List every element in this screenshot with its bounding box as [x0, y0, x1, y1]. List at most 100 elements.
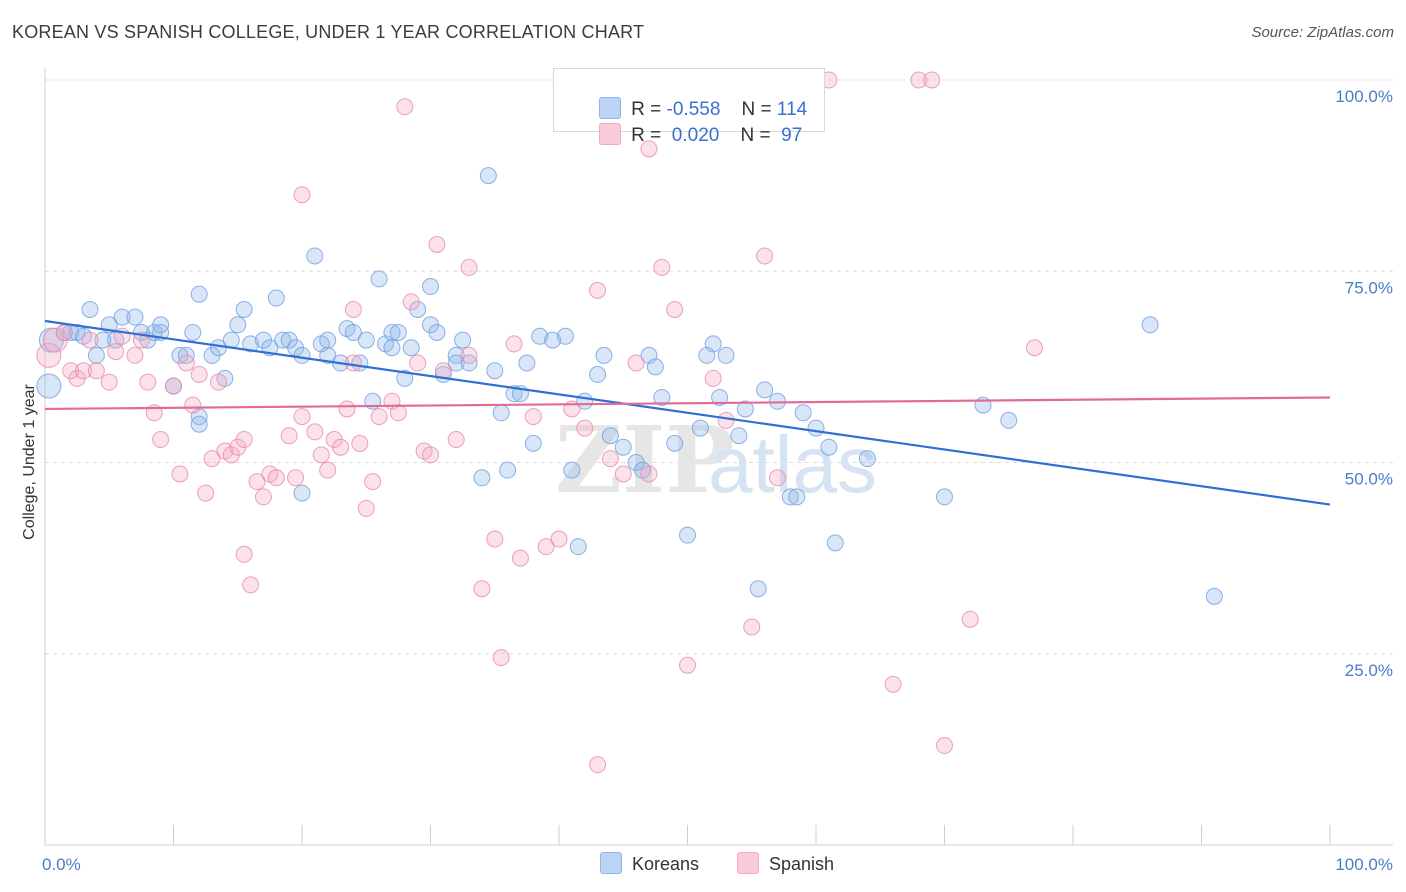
- spanish-point-22: [203, 450, 221, 468]
- koreans-point-56: [402, 339, 420, 357]
- koreans-point-106: [820, 438, 838, 456]
- koreans-n-value: 114: [776, 99, 808, 120]
- spanish-point-66: [511, 549, 529, 567]
- koreans-point-11: [113, 308, 131, 326]
- legend-row-koreans: R = -0.558 N = 114: [578, 75, 807, 120]
- spanish-point-33: [267, 469, 285, 487]
- koreans-point-94: [704, 335, 722, 353]
- koreans-point-104: [794, 404, 812, 422]
- koreans-point-107: [826, 534, 844, 552]
- spanish-point-38: [306, 423, 324, 441]
- spanish-point-62: [473, 580, 491, 598]
- spanish-point-36: [293, 186, 311, 204]
- correlation-legend: R = -0.558 N = 114 R = 0.020 N = 97: [553, 68, 825, 146]
- spanish-point-28: [235, 545, 253, 563]
- koreans-point-40: [306, 247, 324, 265]
- koreans-point-77: [556, 327, 574, 345]
- spanish-point-20: [190, 366, 208, 384]
- spanish-point-93: [961, 610, 979, 628]
- koreans-point-42: [319, 346, 337, 364]
- spanish-point-72: [589, 756, 607, 774]
- koreans-legend-label: Koreans: [632, 854, 700, 874]
- spanish-point-71: [576, 419, 594, 437]
- koreans-point-75: [531, 327, 549, 345]
- koreans-point-105: [807, 419, 825, 437]
- koreans-point-6: [81, 301, 99, 318]
- koreans-point-100: [756, 381, 774, 399]
- y-tick-label-0: 25.0%: [1345, 661, 1393, 680]
- spanish-point-68: [537, 538, 555, 556]
- chart-title: KOREAN VS SPANISH COLLEGE, UNDER 1 YEAR …: [12, 22, 645, 42]
- spanish-point-7: [87, 362, 105, 380]
- spanish-point-73: [589, 281, 607, 299]
- spanish-point-15: [152, 431, 170, 449]
- spanish-point-19: [184, 396, 202, 414]
- koreans-point-99: [749, 580, 767, 598]
- spanish-trend-line: [44, 396, 1331, 411]
- koreans-point-43: [319, 331, 337, 349]
- spanish-point-54: [409, 354, 427, 372]
- y-tick-label-2: 75.0%: [1345, 278, 1393, 297]
- koreans-point-79: [569, 538, 587, 556]
- spanish-point-11: [126, 346, 144, 364]
- spanish-legend-swatch: [737, 852, 759, 874]
- spanish-point-27: [235, 431, 253, 449]
- spanish-point-30: [248, 473, 266, 491]
- x-tick-label-0: 0.0%: [42, 855, 81, 874]
- koreans-point-39: [293, 484, 311, 502]
- spanish-point-90: [910, 71, 928, 89]
- spanish-point-45: [344, 301, 362, 318]
- spanish-point-0: [36, 342, 62, 368]
- koreans-point-34: [267, 289, 285, 307]
- spanish-point-31: [254, 488, 272, 506]
- koreans-points: [36, 167, 1223, 605]
- koreans-trend-line: [44, 319, 1331, 506]
- koreans-point-54: [389, 323, 407, 341]
- x-tick-label-1: 100.0%: [1335, 855, 1393, 874]
- spanish-point-67: [524, 408, 542, 426]
- koreans-r-label: R =: [631, 99, 662, 120]
- koreans-point-67: [479, 167, 497, 185]
- koreans-point-76: [544, 331, 562, 349]
- koreans-legend-swatch: [600, 852, 622, 874]
- koreans-point-96: [717, 346, 735, 364]
- koreans-point-53: [383, 339, 401, 357]
- spanish-point-60: [460, 346, 478, 364]
- spanish-point-43: [338, 400, 356, 418]
- spanish-point-63: [486, 530, 504, 548]
- spanish-point-83: [717, 411, 735, 429]
- legend-row-spanish: R = 0.020 N = 97: [578, 101, 802, 146]
- spanish-point-69: [550, 530, 568, 548]
- koreans-point-66: [473, 469, 491, 487]
- koreans-point-112: [1141, 316, 1159, 334]
- spanish-point-85: [756, 247, 774, 265]
- y-tick-label-3: 100.0%: [1335, 87, 1393, 106]
- koreans-point-7: [87, 346, 105, 364]
- koreans-point-30: [235, 301, 253, 318]
- koreans-point-12: [126, 308, 144, 326]
- spanish-point-18: [177, 354, 195, 372]
- koreans-point-78: [563, 461, 581, 479]
- spanish-point-81: [679, 656, 696, 674]
- koreans-point-84: [614, 438, 632, 456]
- koreans-point-8: [94, 331, 112, 349]
- koreans-point-35: [274, 331, 292, 349]
- spanish-point-40: [319, 461, 337, 479]
- spanish-point-92: [936, 737, 953, 755]
- spanish-point-53: [402, 293, 420, 311]
- koreans-point-108: [858, 450, 876, 468]
- spanish-r-value: 0.020: [666, 125, 720, 146]
- koreans-point-70: [499, 461, 517, 479]
- spanish-point-65: [505, 335, 523, 353]
- koreans-point-17: [152, 316, 170, 334]
- spanish-point-79: [653, 258, 671, 276]
- koreans-point-95: [711, 388, 729, 406]
- spanish-point-13: [139, 373, 157, 391]
- spanish-point-35: [287, 469, 305, 487]
- koreans-point-102: [781, 488, 799, 506]
- spanish-point-57: [428, 235, 446, 253]
- spanish-point-17: [171, 465, 189, 483]
- koreans-point-31: [242, 335, 260, 353]
- y-axis-label: College, Under 1 year: [21, 384, 38, 540]
